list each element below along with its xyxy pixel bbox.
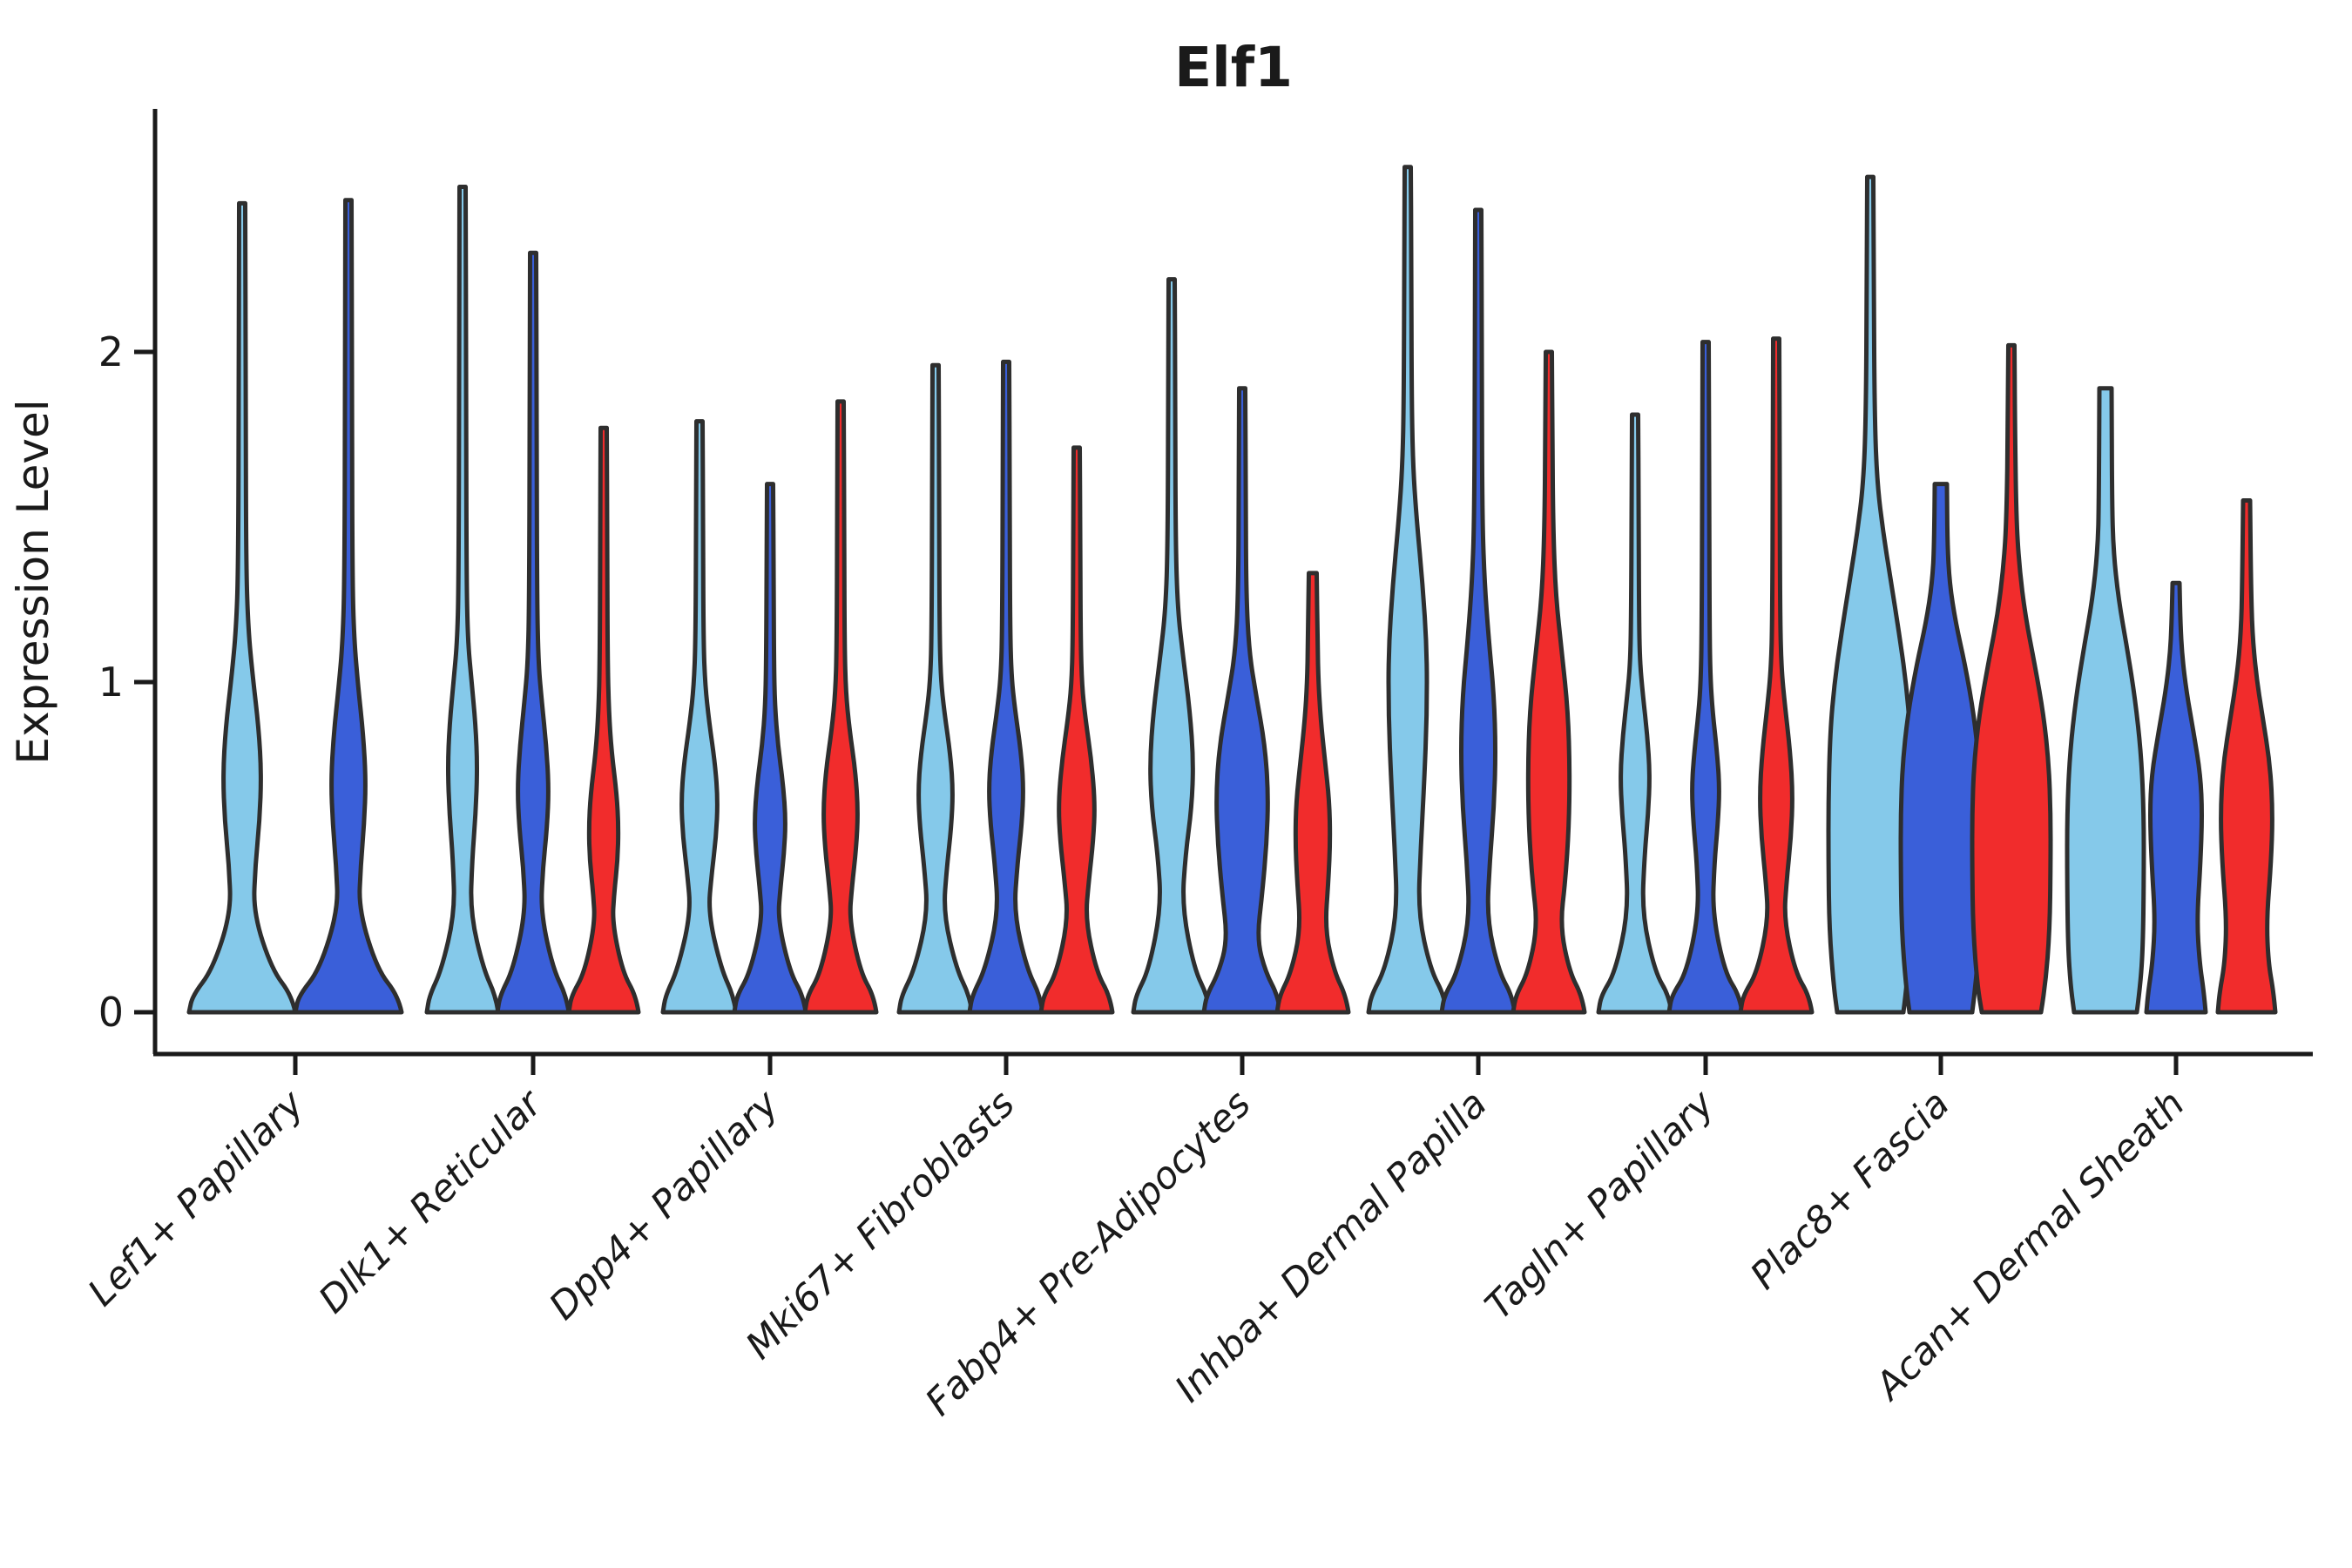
axes-layer: 0 1 2: [98, 109, 2313, 1075]
violin-mki67-fibroblasts-red: [1038, 445, 1115, 1015]
violin-mki67-fibroblasts-light_blue: [896, 362, 975, 1015]
violin-acan-dermal-sheath-red: [2215, 498, 2278, 1015]
violins-layer: [186, 165, 2278, 1015]
violin-fabp4-pre-adipocytes-red: [1274, 571, 1351, 1015]
violin-plac8-fascia-red: [1970, 342, 2053, 1015]
x-tick-label: Dlk1+ Reticular: [311, 1081, 552, 1322]
violin-dlk1-reticular-dark_blue: [495, 250, 571, 1015]
violin-dpp4-papillary-red: [802, 399, 879, 1015]
violin-tagln-papillary-light_blue: [1596, 412, 1674, 1015]
x-tick-label: Tagln+ Papillary: [1477, 1082, 1724, 1328]
y-tick-label: 2: [98, 328, 124, 375]
violin-fabp4-pre-adipocytes-dark_blue: [1201, 386, 1283, 1015]
x-tick-label: Plac8+ Fascia: [1742, 1082, 1958, 1298]
y-tick-label: 0: [98, 989, 124, 1036]
x-tick-label: Dpp4+ Papillary: [541, 1082, 787, 1328]
violin-inhba-dermal-papilla-red: [1511, 349, 1587, 1015]
plot-title: Elf1: [1174, 36, 1293, 99]
violin-lef1-papillary-light_blue: [186, 200, 298, 1015]
violin-tagln-papillary-red: [1738, 336, 1815, 1015]
y-axis-label: Expression Level: [8, 399, 58, 764]
x-tick-label: Lef1+ Papillary: [80, 1082, 313, 1315]
violin-inhba-dermal-papilla-light_blue: [1366, 165, 1450, 1015]
violin-acan-dermal-sheath-dark_blue: [2144, 580, 2208, 1015]
violin-lef1-papillary-dark_blue: [293, 198, 404, 1015]
x-tick-label: Mki67+ Fibroblasts: [738, 1082, 1024, 1368]
violin-acan-dermal-sheath-light_blue: [2065, 386, 2146, 1015]
violin-mki67-fibroblasts-dark_blue: [967, 359, 1045, 1015]
y-tick-label: 1: [98, 659, 124, 706]
violin-inhba-dermal-papilla-dark_blue: [1439, 207, 1517, 1015]
violin-fabp4-pre-adipocytes-light_blue: [1131, 277, 1213, 1015]
violin-tagln-papillary-dark_blue: [1666, 340, 1745, 1015]
violin-plac8-fascia-dark_blue: [1898, 482, 1984, 1015]
violin-dlk1-reticular-light_blue: [424, 185, 501, 1015]
violin-dpp4-papillary-dark_blue: [732, 482, 808, 1015]
violin-dlk1-reticular-red: [566, 425, 641, 1015]
violin-dpp4-papillary-light_blue: [660, 419, 739, 1015]
